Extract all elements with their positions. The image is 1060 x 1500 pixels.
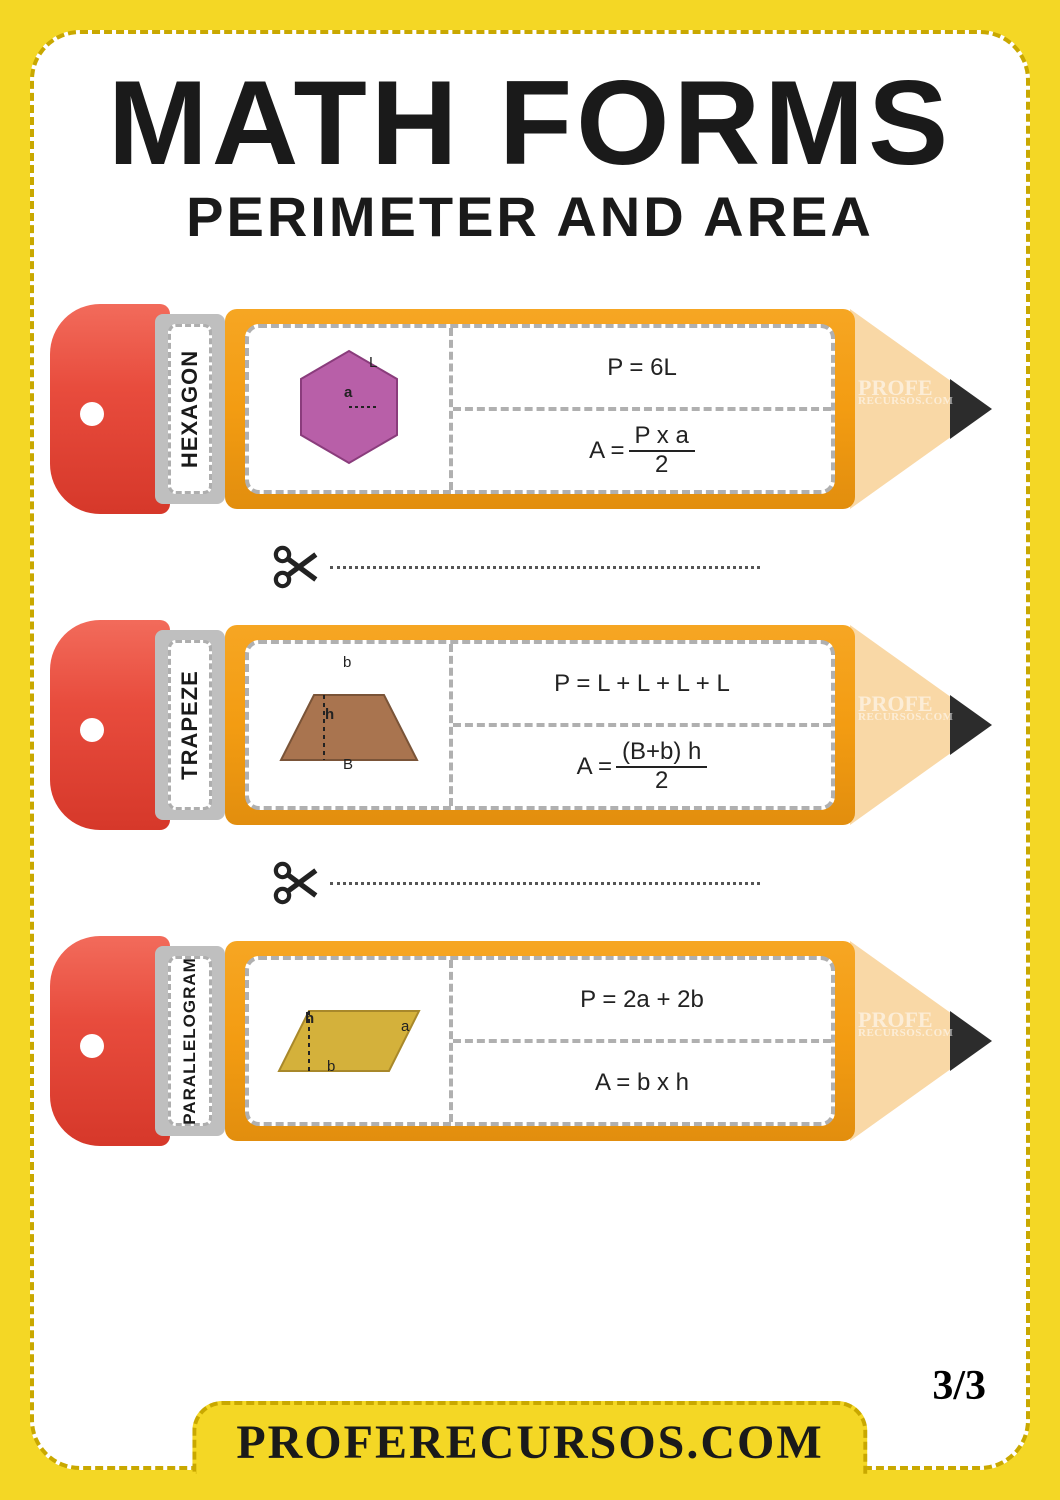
ferrule: PARALLELOGRAM bbox=[155, 946, 225, 1136]
formula-cell: P = 6L A = P x a 2 bbox=[449, 328, 831, 490]
shape-name: HEXAGON bbox=[177, 350, 203, 468]
eraser bbox=[50, 936, 170, 1146]
numerator: (B+b) h bbox=[616, 739, 707, 767]
pencil-parallelogram: PARALLELOGRAM h a b P = 2a + 2b bbox=[50, 931, 1010, 1151]
watermark: PROFE RECURSOS.COM bbox=[858, 379, 954, 405]
cut-dash bbox=[330, 882, 760, 885]
label-a: a bbox=[344, 384, 352, 401]
footer-website: PROFERECURSOS.COM bbox=[192, 1401, 867, 1474]
watermark: PROFE RECURSOS.COM bbox=[858, 695, 954, 721]
hexagon-icon bbox=[279, 339, 419, 479]
pencil-body: b B h P = L + L + L + L A = (B+b) h 2 bbox=[225, 625, 855, 825]
pencil-list: HEXAGON L a P = 6L bbox=[34, 299, 1026, 1151]
cut-dash bbox=[330, 566, 760, 569]
wm2: RECURSOS.COM bbox=[858, 713, 954, 722]
label-h: h bbox=[325, 706, 334, 723]
shape-diagram: L a bbox=[249, 328, 449, 490]
page-title: MATH FORMS bbox=[34, 54, 1026, 192]
eraser bbox=[50, 304, 170, 514]
fraction: P x a 2 bbox=[629, 423, 695, 478]
shape-label-box: PARALLELOGRAM bbox=[168, 956, 212, 1126]
label-L: L bbox=[369, 354, 377, 371]
wm2: RECURSOS.COM bbox=[858, 397, 954, 406]
scissors-icon bbox=[270, 542, 320, 592]
page-number: 3/3 bbox=[932, 1362, 986, 1410]
ferrule: HEXAGON bbox=[155, 314, 225, 504]
shape-name: PARALLELOGRAM bbox=[180, 957, 200, 1125]
formula-card: b B h P = L + L + L + L A = (B+b) h 2 bbox=[245, 640, 835, 810]
formula-cell: P = L + L + L + L A = (B+b) h 2 bbox=[449, 644, 831, 806]
label-h: h bbox=[305, 1010, 314, 1027]
area-formula: A = (B+b) h 2 bbox=[453, 723, 831, 806]
area-prefix: A = bbox=[577, 753, 612, 781]
shape-name: TRAPEZE bbox=[177, 670, 203, 780]
cut-line bbox=[50, 843, 1010, 923]
pencil-lead bbox=[950, 379, 992, 439]
formula-card: L a P = 6L A = P x a 2 bbox=[245, 324, 835, 494]
perimeter-formula: P = 2a + 2b bbox=[453, 960, 831, 1039]
shape-label-box: TRAPEZE bbox=[168, 640, 212, 810]
shape-diagram: h a b bbox=[249, 960, 449, 1122]
page-inner: MATH FORMS PERIMETER AND AREA HEXAGON L bbox=[30, 30, 1030, 1470]
label-a: a bbox=[401, 1018, 409, 1035]
pencil-lead bbox=[950, 695, 992, 755]
shape-diagram: b B h bbox=[249, 644, 449, 806]
watermark: PROFE RECURSOS.COM bbox=[858, 1011, 954, 1037]
ferrule: TRAPEZE bbox=[155, 630, 225, 820]
label-b: b bbox=[343, 654, 351, 671]
shape-label-box: HEXAGON bbox=[168, 324, 212, 494]
denominator: 2 bbox=[649, 452, 674, 478]
label-b: b bbox=[327, 1058, 335, 1075]
fraction: (B+b) h 2 bbox=[616, 739, 707, 794]
pencil-hexagon: HEXAGON L a P = 6L bbox=[50, 299, 1010, 519]
page-subtitle: PERIMETER AND AREA bbox=[34, 184, 1026, 249]
area-formula: A = P x a 2 bbox=[453, 407, 831, 490]
eraser bbox=[50, 620, 170, 830]
pencil-trapeze: TRAPEZE b B h P = L + L + L + L bbox=[50, 615, 1010, 835]
parallelogram-icon bbox=[269, 986, 429, 1096]
pencil-lead bbox=[950, 1011, 992, 1071]
cut-line bbox=[50, 527, 1010, 607]
scissors-icon bbox=[270, 858, 320, 908]
perimeter-formula: P = L + L + L + L bbox=[453, 644, 831, 723]
pencil-body: L a P = 6L A = P x a 2 bbox=[225, 309, 855, 509]
label-B: B bbox=[343, 756, 353, 773]
formula-card: h a b P = 2a + 2b A = b x h bbox=[245, 956, 835, 1126]
pencil-body: h a b P = 2a + 2b A = b x h bbox=[225, 941, 855, 1141]
denominator: 2 bbox=[649, 768, 674, 794]
perimeter-formula: P = 6L bbox=[453, 328, 831, 407]
area-prefix: A = bbox=[589, 437, 624, 465]
numerator: P x a bbox=[629, 423, 695, 451]
area-formula: A = b x h bbox=[453, 1039, 831, 1122]
formula-cell: P = 2a + 2b A = b x h bbox=[449, 960, 831, 1122]
wm2: RECURSOS.COM bbox=[858, 1029, 954, 1038]
